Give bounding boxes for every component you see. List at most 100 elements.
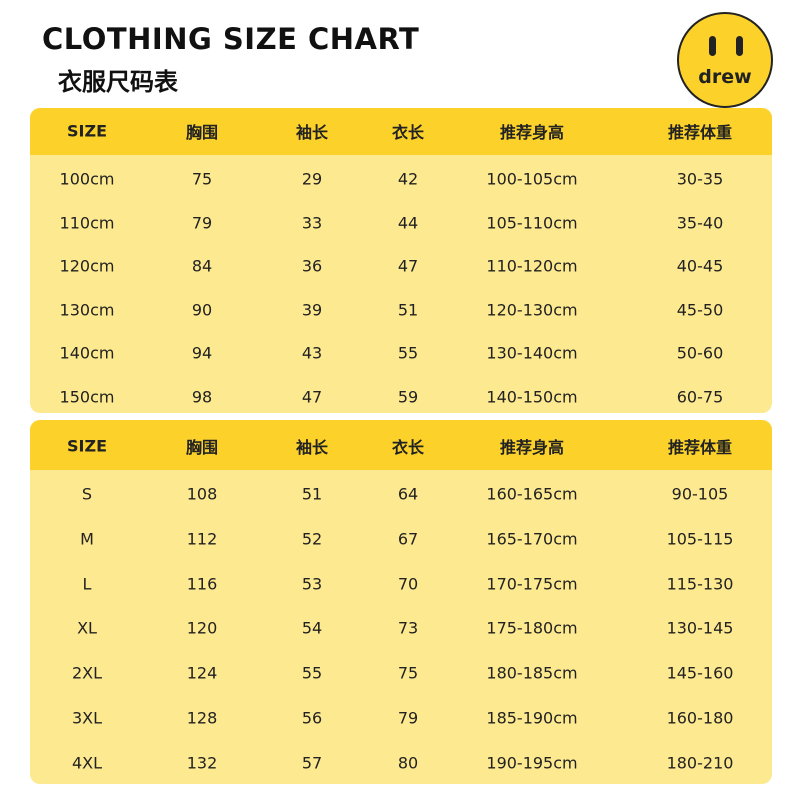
table-cell: 140-150cm xyxy=(486,387,578,407)
column-header: 衣长 xyxy=(391,438,425,457)
table-cell: 79 xyxy=(191,213,213,233)
table-cell: 110cm xyxy=(59,213,115,233)
table-cell: 145-160 xyxy=(666,663,734,683)
title: CLOTHING SIZE CHART xyxy=(42,22,420,56)
table-cell: 160-165cm xyxy=(486,484,578,504)
table-cell: 180-185cm xyxy=(486,663,578,683)
table-cell: 75 xyxy=(397,663,419,683)
table-cell: 4XL xyxy=(71,753,103,773)
table-cell: 90 xyxy=(191,300,213,320)
logo-eye xyxy=(709,36,716,56)
table-cell: 55 xyxy=(397,343,419,363)
table-cell: 170-175cm xyxy=(486,574,578,594)
table-cell: 75 xyxy=(191,169,213,189)
table-cell: 100-105cm xyxy=(486,169,578,189)
table-cell: 105-110cm xyxy=(486,213,578,233)
logo-text: drew xyxy=(698,66,752,88)
table-header xyxy=(30,420,772,470)
table-cell: 84 xyxy=(191,256,213,276)
table-cell: 29 xyxy=(301,169,323,189)
column-header: 推荐体重 xyxy=(667,123,733,142)
column-header: SIZE xyxy=(66,121,108,141)
table-cell: 110-120cm xyxy=(486,256,578,276)
column-header: 袖长 xyxy=(295,123,329,142)
table-cell: 70 xyxy=(397,574,419,594)
table-cell: 175-180cm xyxy=(486,618,578,638)
table-cell: 2XL xyxy=(71,663,103,683)
table-cell: 120 xyxy=(186,618,218,638)
table-cell: 150cm xyxy=(59,387,115,407)
table-cell: 50-60 xyxy=(676,343,724,363)
table-cell: XL xyxy=(77,618,97,638)
table-cell: 130cm xyxy=(59,300,115,320)
column-header: 袖长 xyxy=(295,438,329,457)
table-cell: 132 xyxy=(186,753,218,773)
table-cell: 185-190cm xyxy=(486,708,578,728)
table-cell: 53 xyxy=(301,574,323,594)
column-header: 胸围 xyxy=(185,123,219,142)
table-cell: 180-210 xyxy=(666,753,734,773)
table-cell: 35-40 xyxy=(676,213,724,233)
column-header: 推荐身高 xyxy=(499,438,565,457)
table-cell: 51 xyxy=(301,484,323,504)
table-cell: 115-130 xyxy=(666,574,734,594)
table-cell: 116 xyxy=(186,574,218,594)
table-cell: 64 xyxy=(397,484,419,504)
table-cell: 94 xyxy=(191,343,213,363)
table-cell: 79 xyxy=(397,708,419,728)
table-cell: 124 xyxy=(186,663,218,683)
table-cell: 90-105 xyxy=(671,484,729,504)
column-header: SIZE xyxy=(66,436,108,456)
logo: drew xyxy=(677,12,773,108)
table-cell: 130-140cm xyxy=(486,343,578,363)
table-cell: 36 xyxy=(301,256,323,276)
table-cell: 44 xyxy=(397,213,419,233)
table-cell: 56 xyxy=(301,708,323,728)
table-cell: 33 xyxy=(301,213,323,233)
table-cell: 39 xyxy=(301,300,323,320)
table-cell: 105-115 xyxy=(666,529,734,549)
table-cell: 165-170cm xyxy=(486,529,578,549)
table-cell: 100cm xyxy=(59,169,115,189)
column-header: 胸围 xyxy=(185,438,219,457)
table-cell: 30-35 xyxy=(676,169,724,189)
table-cell: 130-145 xyxy=(666,618,734,638)
table-cell: M xyxy=(80,529,94,549)
table-cell: 73 xyxy=(397,618,419,638)
column-header: 推荐体重 xyxy=(667,438,733,457)
table-cell: 47 xyxy=(301,387,323,407)
table-cell: 55 xyxy=(301,663,323,683)
table-cell: S xyxy=(81,484,93,504)
size-table: SIZE 胸围 袖长 衣长 推荐身高 推荐体重 100cm 75 29 42 100-105cm 30… xyxy=(30,108,772,413)
table-cell: 67 xyxy=(397,529,419,549)
column-header: 衣长 xyxy=(391,123,425,142)
table-cell: 120-130cm xyxy=(486,300,578,320)
table-header xyxy=(30,108,772,155)
size-table: SIZE 胸围 袖长 衣长 推荐身高 推荐体重 S 108 51 64 160-165cm 90-10… xyxy=(30,420,772,784)
table-cell: 3XL xyxy=(71,708,103,728)
table-cell: 60-75 xyxy=(676,387,724,407)
column-header: 推荐身高 xyxy=(499,123,565,142)
table-cell: 98 xyxy=(191,387,213,407)
table-cell: 57 xyxy=(301,753,323,773)
table-cell: 54 xyxy=(301,618,323,638)
table-cell: 51 xyxy=(397,300,419,320)
table-cell: L xyxy=(82,574,92,594)
subtitle: 衣服尺码表 xyxy=(58,68,178,96)
table-cell: 112 xyxy=(186,529,218,549)
table-cell: 40-45 xyxy=(676,256,724,276)
logo-eye xyxy=(736,36,743,56)
table-cell: 59 xyxy=(397,387,419,407)
table-cell: 47 xyxy=(397,256,419,276)
table-cell: 42 xyxy=(397,169,419,189)
table-cell: 190-195cm xyxy=(486,753,578,773)
table-cell: 43 xyxy=(301,343,323,363)
table-cell: 160-180 xyxy=(666,708,734,728)
table-cell: 52 xyxy=(301,529,323,549)
table-cell: 80 xyxy=(397,753,419,773)
table-cell: 128 xyxy=(186,708,218,728)
table-cell: 140cm xyxy=(59,343,115,363)
table-cell: 120cm xyxy=(59,256,115,276)
table-cell: 45-50 xyxy=(676,300,724,320)
